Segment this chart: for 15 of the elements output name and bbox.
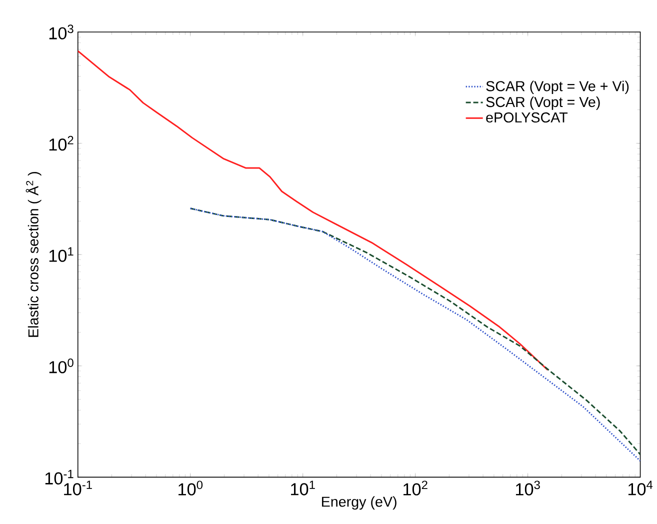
x-axis-title: Energy (eV) [322, 496, 396, 510]
y-tick-label: 10$^{2}$ [49, 136, 74, 151]
legend-label: SCAR (Vopt = Ve) [486, 96, 600, 110]
x-tick-label: 10$^{2}$ [404, 480, 428, 496]
y-axis-title: Elastic cross section ( Å$^{2}$ ) [26, 172, 42, 337]
y-tick-label: 10$^{1}$ [49, 247, 74, 262]
x-tick-label: 10$^{0}$ [178, 480, 203, 496]
x-tick-label: 10$^{1}$ [291, 480, 315, 496]
x-tick-label: 10$^{4}$ [628, 480, 653, 496]
y-tick-label: 10$^{0}$ [49, 358, 74, 374]
x-tick-label: 10$^{3}$ [516, 480, 540, 496]
y-tick-label: 10$^{3}$ [49, 24, 74, 40]
legend-label: SCAR (Vopt = Ve + Vi) [486, 80, 629, 94]
legend-label: ePOLYSCAT [486, 112, 568, 123]
x-tick-label: 10$^{-1}$ [64, 480, 92, 496]
